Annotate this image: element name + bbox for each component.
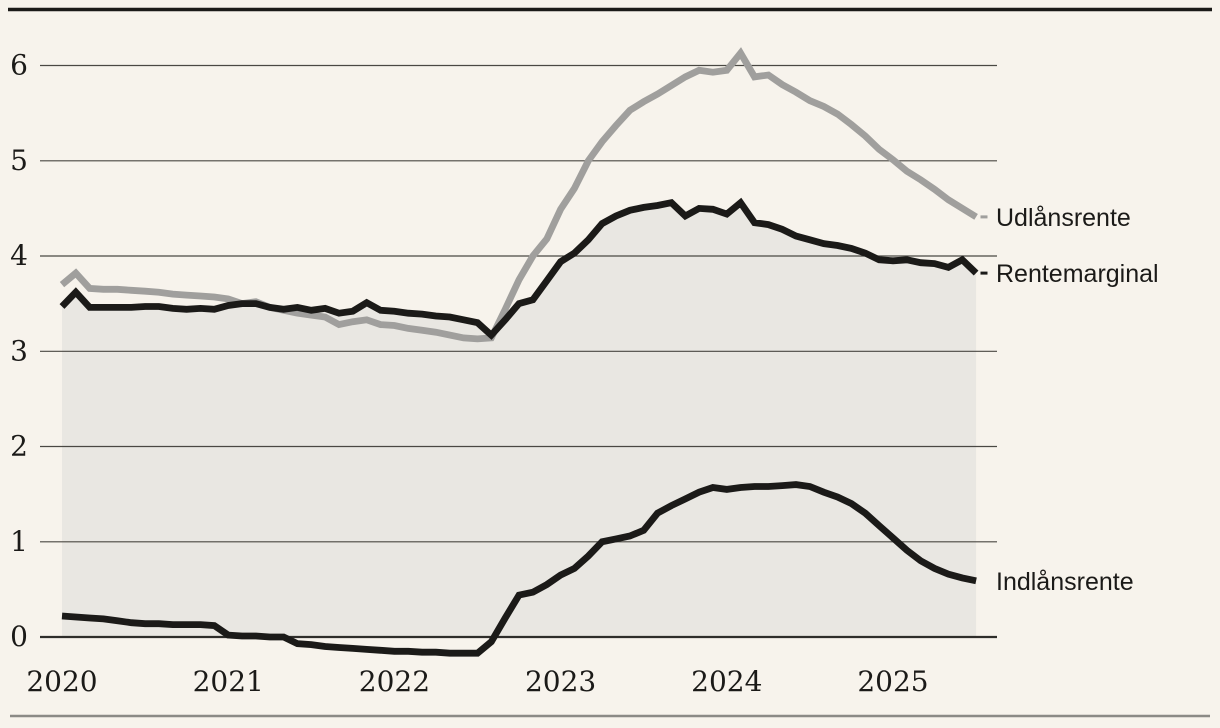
x-tick-label: 2021: [193, 665, 264, 698]
rentemarginal-area-fill: [62, 202, 977, 637]
y-tick-label: 2: [10, 430, 28, 463]
rentemarginal-line: [59, 197, 979, 340]
x-tick-labels: 2020 2021 2022 2023 2024 2025: [26, 665, 928, 698]
x-tick-label: 2024: [691, 665, 762, 698]
y-tick-label: 4: [10, 239, 28, 272]
indlaansrente-line: [61, 481, 977, 657]
y-tick-label: 5: [10, 144, 28, 177]
x-tick-label: 2025: [857, 665, 928, 698]
y-tick-label: 3: [10, 334, 28, 367]
y-tick-label: 1: [10, 525, 28, 558]
legend-label-udlaansrente: Udlånsrente: [996, 204, 1131, 232]
y-tick-label: 6: [10, 49, 28, 82]
x-tick-label: 2020: [26, 665, 97, 698]
rentemarginal-label-tick: [980, 271, 988, 275]
udlaansrente-label-tick: [980, 215, 988, 219]
legend-label-indlaansrente: Indlånsrente: [996, 568, 1134, 596]
y-tick-label: 0: [10, 620, 28, 653]
udlaansrente-line: [59, 47, 978, 343]
x-tick-label: 2023: [525, 665, 596, 698]
legend-label-rentemarginal: Rentemarginal: [996, 260, 1159, 288]
x-tick-label: 2022: [359, 665, 430, 698]
gridlines-and-y-ticks: 0 1 2 3 4 5 6: [10, 49, 997, 653]
